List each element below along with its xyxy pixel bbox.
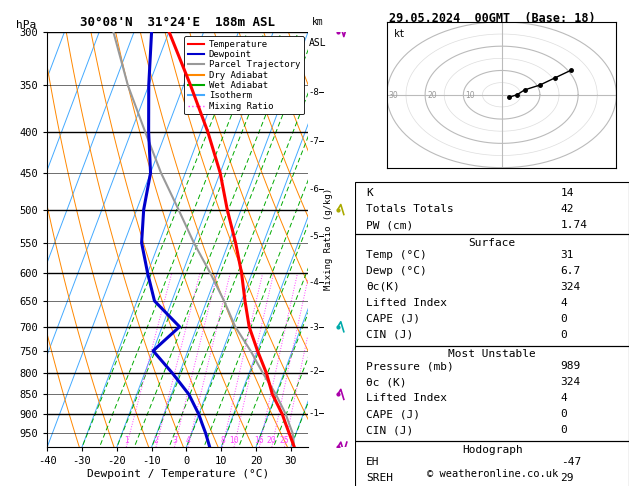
Text: 20: 20 [427, 91, 437, 101]
Text: CIN (J): CIN (J) [366, 425, 414, 435]
Text: 30: 30 [389, 91, 399, 101]
Text: 0: 0 [560, 314, 567, 324]
Bar [355, 182, 629, 234]
Text: CAPE (J): CAPE (J) [366, 409, 420, 419]
Text: 4: 4 [186, 436, 191, 445]
Text: Pressure (mb): Pressure (mb) [366, 361, 454, 371]
Text: 2: 2 [153, 436, 159, 445]
Text: kt: kt [394, 29, 406, 39]
Legend: Temperature, Dewpoint, Parcel Trajectory, Dry Adiabat, Wet Adiabat, Isotherm, Mi: Temperature, Dewpoint, Parcel Trajectory… [184, 36, 304, 114]
Text: 4: 4 [560, 393, 567, 403]
Text: hPa: hPa [16, 19, 36, 30]
Text: θc (K): θc (K) [366, 377, 407, 387]
Text: 0: 0 [560, 330, 567, 340]
Text: K: K [366, 188, 373, 198]
Text: 1: 1 [124, 436, 129, 445]
Bar [355, 234, 629, 346]
Text: Temp (°C): Temp (°C) [366, 250, 427, 260]
Text: Hodograph: Hodograph [462, 445, 523, 455]
Text: 4: 4 [560, 298, 567, 308]
Text: 324: 324 [560, 377, 581, 387]
Text: 6.7: 6.7 [560, 266, 581, 276]
Text: Totals Totals: Totals Totals [366, 204, 454, 214]
Text: ASL: ASL [309, 38, 327, 48]
Text: 42: 42 [560, 204, 574, 214]
Text: 10: 10 [465, 91, 475, 101]
Text: 20: 20 [267, 436, 277, 445]
Text: -5: -5 [308, 232, 319, 241]
Text: Lifted Index: Lifted Index [366, 298, 447, 308]
Text: 14: 14 [560, 188, 574, 198]
Text: 16: 16 [255, 436, 264, 445]
Text: 10: 10 [229, 436, 239, 445]
Text: CIN (J): CIN (J) [366, 330, 414, 340]
Text: Surface: Surface [469, 238, 516, 248]
Text: 29.05.2024  00GMT  (Base: 18): 29.05.2024 00GMT (Base: 18) [389, 12, 596, 25]
Text: 989: 989 [560, 361, 581, 371]
Text: -47: -47 [560, 457, 581, 467]
Text: -6: -6 [308, 185, 319, 194]
Text: 29: 29 [560, 473, 574, 483]
Text: 324: 324 [560, 282, 581, 292]
Text: -8: -8 [308, 87, 319, 97]
Text: km: km [312, 17, 324, 27]
Text: θc(K): θc(K) [366, 282, 400, 292]
Text: 0: 0 [560, 425, 567, 435]
Bar [355, 346, 629, 441]
Text: 8: 8 [220, 436, 225, 445]
X-axis label: Dewpoint / Temperature (°C): Dewpoint / Temperature (°C) [87, 469, 269, 479]
Text: Dewp (°C): Dewp (°C) [366, 266, 427, 276]
Text: CAPE (J): CAPE (J) [366, 314, 420, 324]
Text: Mixing Ratio (g/kg): Mixing Ratio (g/kg) [324, 188, 333, 291]
Bar [355, 441, 629, 486]
Text: © weatheronline.co.uk: © weatheronline.co.uk [426, 469, 558, 479]
Text: Most Unstable: Most Unstable [448, 349, 536, 360]
Text: PW (cm): PW (cm) [366, 220, 414, 230]
Text: -4: -4 [308, 278, 319, 287]
Text: -3: -3 [308, 323, 319, 332]
Text: -7: -7 [308, 137, 319, 146]
Text: SREH: SREH [366, 473, 393, 483]
Text: 0: 0 [560, 409, 567, 419]
Text: 1.74: 1.74 [560, 220, 587, 230]
Text: 25: 25 [280, 436, 289, 445]
Text: -2: -2 [308, 366, 319, 376]
Text: Lifted Index: Lifted Index [366, 393, 447, 403]
Text: 3: 3 [172, 436, 177, 445]
Text: -1: -1 [308, 409, 319, 418]
Text: 31: 31 [560, 250, 574, 260]
Text: EH: EH [366, 457, 380, 467]
Title: 30°08'N  31°24'E  188m ASL: 30°08'N 31°24'E 188m ASL [80, 16, 276, 29]
